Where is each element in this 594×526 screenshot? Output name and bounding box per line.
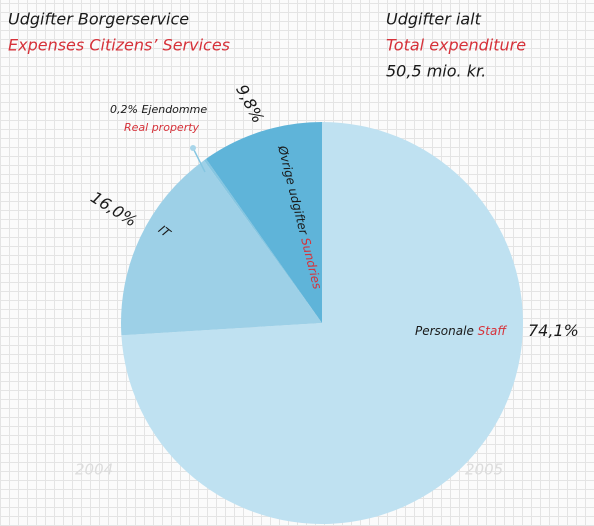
watermark: 2005 [465, 461, 503, 479]
pie-slice [203, 158, 322, 323]
leader-line [192, 147, 206, 173]
pie-slice [121, 160, 322, 336]
value-label: 9,8% [232, 81, 268, 126]
category-label-en: Real property [124, 121, 200, 134]
total-value: 50,5 mio. kr. [386, 62, 486, 81]
pie-slice [206, 122, 322, 323]
slice-label: 9,8% [232, 81, 268, 126]
pie-slice [121, 122, 523, 524]
slice-label: 16,0% [87, 187, 140, 230]
total-title: Udgifter ialt [386, 10, 482, 29]
total-title-en: Total expenditure [386, 36, 526, 55]
category-label-en: Staff [478, 324, 508, 338]
chart-title: Udgifter Borgerservice [8, 10, 189, 29]
watermark: 2004 [75, 461, 113, 479]
chart-subtitle: Expenses Citizens’ Services [8, 36, 230, 55]
slice-label: 74,1% [528, 321, 579, 340]
value-label: 0,2% [110, 103, 141, 116]
leader-dot [190, 145, 196, 151]
value-label: 74,1% [528, 321, 579, 340]
slice-label: Personale Staff [415, 324, 507, 338]
value-label: 16,0% [87, 187, 140, 230]
category-label: Personale [415, 324, 478, 338]
category-label: Ejendomme [141, 103, 207, 116]
slice-label: Real property [124, 121, 200, 134]
slice-label: 0,2% Ejendomme [110, 103, 207, 116]
